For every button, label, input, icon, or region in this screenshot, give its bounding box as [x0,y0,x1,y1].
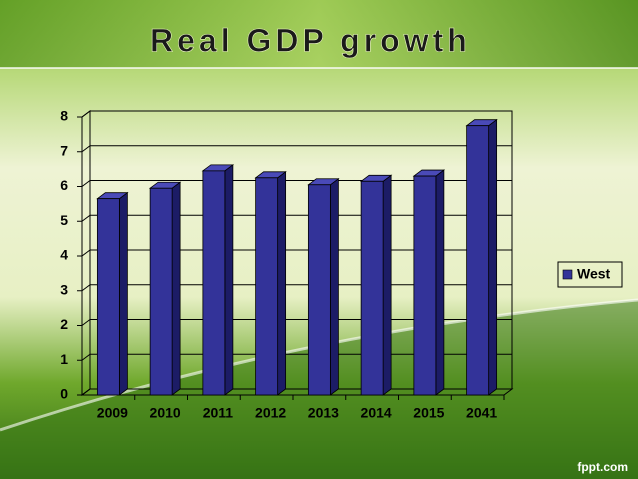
bar [201,164,235,396]
y-tick-label: 0 [60,386,68,402]
bar-side [329,177,339,396]
grid-line-side [81,145,91,153]
bar-side [382,174,392,396]
chart-title: Real GDP growth [150,22,471,58]
bar-front [307,184,331,396]
bar [96,191,129,396]
bar-side [435,169,445,396]
grid-line-side [81,353,91,361]
grid-line-side [81,180,91,187]
y-tick-label: 5 [60,212,68,228]
grid-line-side [81,249,91,257]
watermark: fppt.com [577,460,628,474]
grid-line-side [81,284,91,292]
grid-line-side [81,388,91,396]
bar-front [413,175,437,396]
x-tick-label: 2015 [413,405,444,421]
x-tick-label: 2010 [150,405,181,421]
x-tick-label: 2041 [466,405,497,421]
y-tick-label: 3 [60,281,68,297]
bar-front [360,180,384,396]
bar-front [149,187,173,396]
legend-swatch [562,269,573,280]
grid-line-side [81,319,91,326]
bar-front [255,177,279,396]
bar [254,171,287,396]
bar-front [202,170,226,396]
bar-side [118,191,128,396]
x-tick-label: 2012 [255,405,286,421]
bar [359,174,393,396]
bar-side [488,118,498,396]
bar [412,169,446,396]
bar-side [171,181,181,396]
y-tick-label: 4 [60,247,68,263]
x-tick-label: 2013 [308,405,339,421]
y-tick-label: 2 [60,316,68,332]
y-tick-label: 1 [60,351,68,367]
header-band [0,0,638,68]
plot: 0 1 2 3 4 5 6 7 8 2009 2010 2011 2012 2013 2014 2015 204… [60,108,623,421]
legend-box [557,261,623,288]
grid-line-side [81,110,91,118]
x-tick-label: 2011 [203,405,234,421]
legend-label: West [577,266,611,282]
y-tick-label: 7 [60,142,68,158]
y-tick-label: 6 [60,177,68,193]
bar [307,177,340,396]
bar [465,118,498,396]
bar-front [96,198,120,396]
bar-side [277,171,287,396]
bar [148,181,182,396]
y-tick-label: 8 [60,108,68,124]
x-tick-label: 2014 [361,405,392,421]
bar-front [466,125,490,396]
bar-side [224,164,234,396]
grid-line-side [81,214,91,222]
x-tick-label: 2009 [97,405,128,421]
